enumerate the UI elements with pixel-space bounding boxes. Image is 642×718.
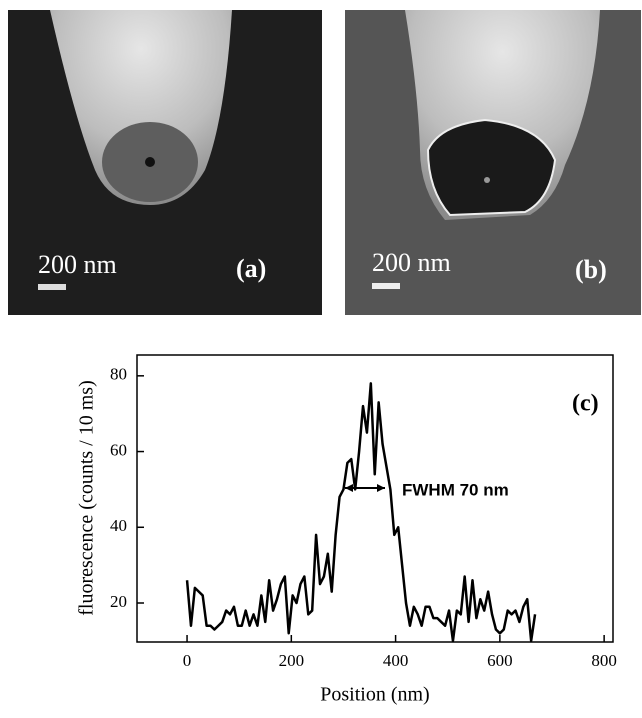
- annotation: FWHM 70 nm: [402, 480, 509, 499]
- scale-label: 200 nm: [372, 248, 451, 277]
- panel-label: (b): [575, 255, 607, 284]
- y-tick-label: 40: [110, 516, 127, 535]
- arrow-head: [345, 484, 385, 492]
- data-line: [185, 382, 537, 643]
- panel-b: 200 nm (b): [345, 10, 641, 315]
- x-axis-label: Position (nm): [320, 684, 429, 706]
- x-tick-label: 800: [591, 651, 617, 670]
- y-tick-label: 80: [110, 365, 127, 384]
- y-tick-label: 60: [110, 440, 127, 459]
- chart: (c) Position (nm) fluorescence (counts /…: [76, 354, 617, 706]
- scale-label: 200 nm: [38, 250, 117, 279]
- panel-label: (a): [236, 254, 266, 283]
- x-tick-label: 0: [183, 651, 192, 670]
- x-tick-label: 600: [487, 651, 513, 670]
- x-tick-label: 400: [383, 651, 409, 670]
- y-axis-label: fluorescence (counts / 10 ms): [76, 380, 98, 615]
- plot-frame: [136, 354, 614, 643]
- panel-a: 200 nm (a): [8, 10, 322, 315]
- panel-label: (c): [572, 391, 599, 417]
- y-tick-label: 20: [110, 592, 127, 611]
- x-tick-label: 200: [279, 651, 305, 670]
